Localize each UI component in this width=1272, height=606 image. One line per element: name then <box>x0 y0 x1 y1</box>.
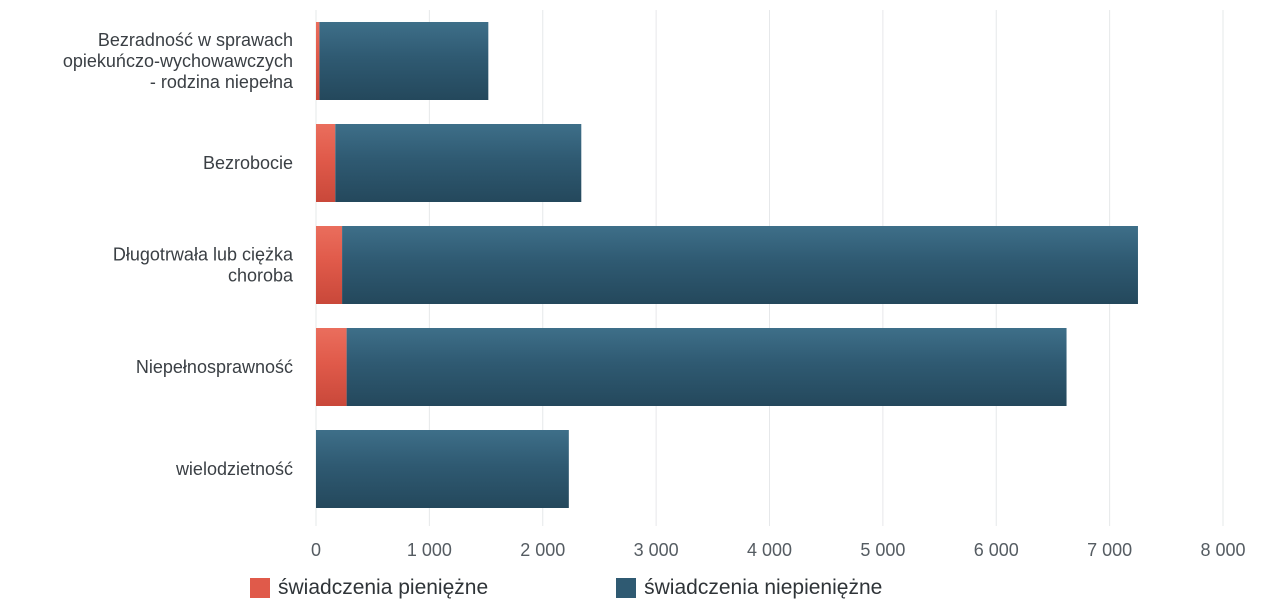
category-label: Bezradność w sprawach opiekuńczo-wychowaw… <box>63 30 294 92</box>
bar-cash[interactable] <box>316 22 320 100</box>
x-tick-label: 6 000 <box>974 540 1019 560</box>
x-tick-label: 7 000 <box>1087 540 1132 560</box>
legend-item-noncash[interactable]: świadczenia niepieniężne <box>616 576 882 600</box>
x-tick-label: 8 000 <box>1200 540 1245 560</box>
x-tick-label: 0 <box>311 540 321 560</box>
bar-noncash[interactable] <box>316 430 569 508</box>
bar-noncash[interactable] <box>335 124 582 202</box>
legend-swatch-noncash <box>616 578 637 598</box>
x-tick-label: 2 000 <box>520 540 565 560</box>
category-label: Niepełnosprawność <box>136 357 293 377</box>
x-tick-label: 3 000 <box>634 540 679 560</box>
legend-label-noncash: świadczenia niepieniężne <box>644 576 883 599</box>
bar-noncash[interactable] <box>342 226 1138 304</box>
bar-noncash[interactable] <box>346 328 1067 406</box>
legend-item-cash[interactable]: świadczenia pieniężne <box>250 576 488 600</box>
category-label: Długotrwała lub ciężka choroba <box>113 245 294 286</box>
bar-cash[interactable] <box>316 328 347 406</box>
x-tick-label: 5 000 <box>860 540 905 560</box>
legend-label-cash: świadczenia pieniężne <box>278 576 489 599</box>
bar-noncash[interactable] <box>319 22 489 100</box>
legend-swatch-cash <box>250 578 270 598</box>
x-tick-label: 1 000 <box>407 540 452 560</box>
bar-cash[interactable] <box>316 124 336 202</box>
bar-cash[interactable] <box>316 226 343 304</box>
category-label: Bezrobocie <box>203 153 293 173</box>
x-tick-label: 4 000 <box>747 540 792 560</box>
legend: świadczenia pieniężne świadczenia niepie… <box>250 576 882 600</box>
category-label: wielodzietność <box>175 459 293 479</box>
